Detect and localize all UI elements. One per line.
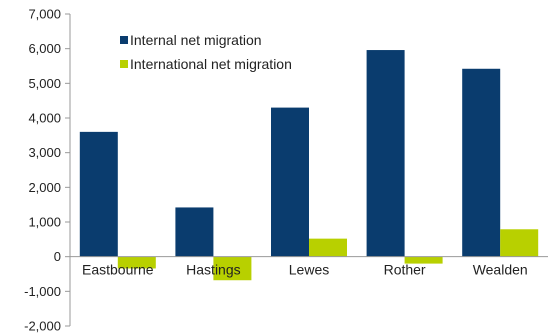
- bars: [79, 50, 539, 281]
- bar-internal-wealden: [462, 68, 501, 257]
- bar-international-rother: [404, 256, 443, 264]
- legend: Internal net migration International net …: [120, 32, 292, 72]
- legend-label-internal: Internal net migration: [130, 32, 262, 48]
- bar-internal-rother: [366, 50, 405, 257]
- legend-swatch-international: [120, 60, 128, 68]
- y-tick-label: 2,000: [28, 180, 61, 195]
- category-labels: Eastbourne Hastings Lewes Rother Wealden: [82, 262, 528, 278]
- y-tick-label: 4,000: [28, 111, 61, 126]
- bar-international-lewes: [309, 238, 347, 257]
- category-label-hastings: Hastings: [186, 262, 240, 278]
- y-tick-label: 6,000: [28, 41, 61, 56]
- legend-swatch-internal: [120, 36, 128, 44]
- category-label-rother: Rother: [384, 262, 426, 278]
- category-label-lewes: Lewes: [289, 262, 329, 278]
- y-tick-label: 7,000: [28, 7, 61, 22]
- y-tick-label: -2,000: [24, 319, 61, 333]
- y-tick-label: 0: [54, 249, 61, 264]
- bar-international-eastbourne: [117, 256, 156, 269]
- y-axis: -2,000 -1,000 0 1,000 2,000 3,000 4,000 5,000 6,…: [24, 7, 71, 333]
- category-label-eastbourne: Eastbourne: [82, 262, 154, 278]
- legend-label-international: International net migration: [130, 56, 292, 72]
- bar-international-hastings: [213, 256, 252, 281]
- bar-internal-lewes: [271, 107, 309, 257]
- bar-internal-eastbourne: [79, 131, 118, 257]
- category-label-wealden: Wealden: [473, 262, 528, 278]
- y-tick-label: 5,000: [28, 76, 61, 91]
- y-tick-label: 3,000: [28, 145, 61, 160]
- y-tick-label: -1,000: [24, 284, 61, 299]
- bar-internal-hastings: [175, 207, 214, 257]
- bar-international-wealden: [500, 229, 539, 257]
- y-tick-label: 1,000: [28, 215, 61, 230]
